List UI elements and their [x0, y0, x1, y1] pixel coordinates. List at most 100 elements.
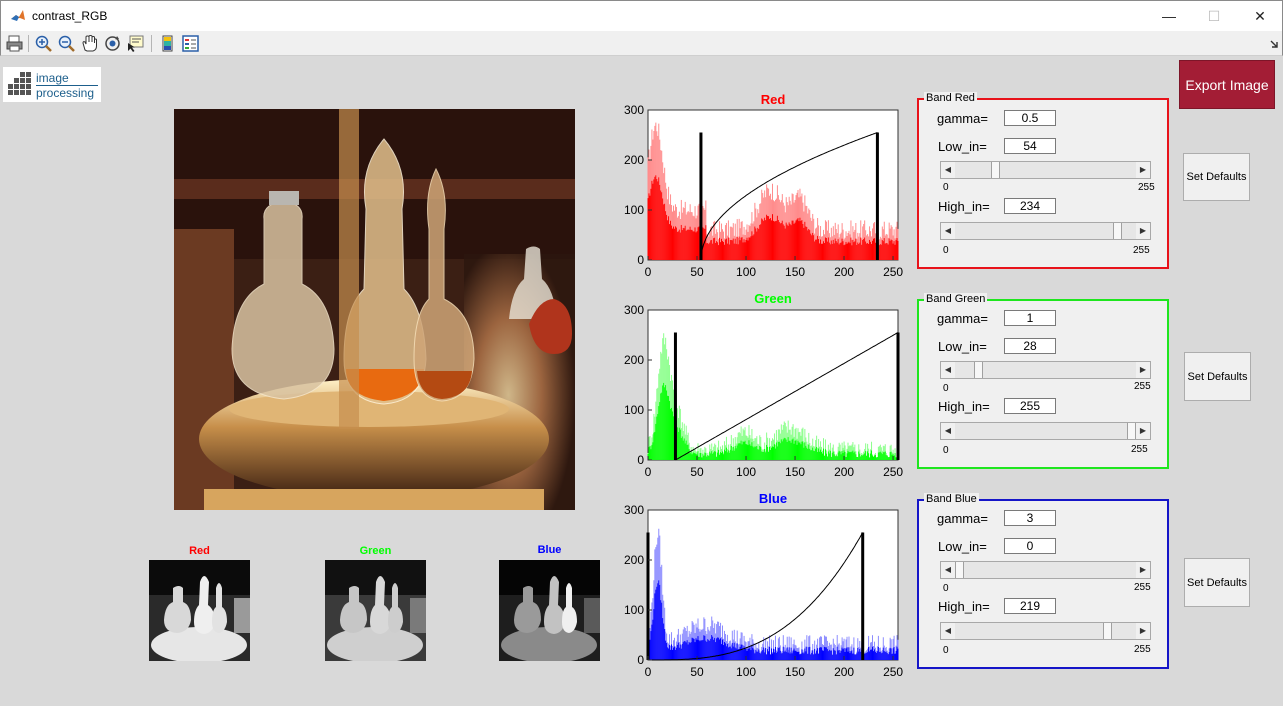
slider-left-arrow-icon[interactable]: ◀ [941, 562, 955, 578]
slider-thumb[interactable] [1127, 423, 1136, 439]
green-low-in-slider[interactable]: ◀ ▶ [940, 361, 1151, 379]
export-image-button[interactable]: Export Image [1179, 60, 1275, 109]
slider-max-label: 255 [1134, 582, 1151, 593]
red-low-in-field[interactable]: 54 [1004, 138, 1056, 154]
high-in-label: High_in= [938, 399, 990, 414]
red-histogram-title: Red [760, 92, 786, 107]
maximize-button[interactable]: ☐ [1207, 8, 1221, 24]
slider-min-label: 0 [943, 383, 949, 394]
red-histogram: 300 200 100 00 50 100 150 200 250 [624, 103, 903, 279]
green-channel-image [325, 560, 426, 661]
blue-high-in-field[interactable]: 219 [1004, 598, 1056, 614]
slider-thumb[interactable] [991, 162, 1001, 178]
slider-min-label: 0 [943, 645, 949, 656]
gamma-label: gamma= [937, 311, 988, 326]
blue-low-in-field[interactable]: 0 [1004, 538, 1056, 554]
slider-max-label: 255 [1134, 644, 1151, 655]
zoom-out-icon[interactable] [57, 34, 76, 53]
blue-histogram-title: Blue [758, 491, 788, 506]
x-tick-label: 150 [785, 665, 805, 679]
red-set-defaults-button[interactable]: Set Defaults [1183, 153, 1250, 201]
blue-high-in-slider[interactable]: ◀ ▶ [940, 622, 1151, 640]
blue-gamma-field[interactable]: 3 [1004, 510, 1056, 526]
y-tick-label: 300 [624, 303, 644, 317]
close-button[interactable]: ✕ [1254, 8, 1266, 24]
x-tick-label: 0 [645, 265, 652, 279]
y-tick-label: 100 [624, 603, 644, 617]
slider-max-label: 255 [1133, 245, 1150, 256]
x-tick-label: 150 [785, 265, 805, 279]
slider-max-label: 255 [1138, 182, 1155, 193]
slider-right-arrow-icon[interactable]: ▶ [1136, 223, 1150, 239]
image-processing-logo: image processing [3, 67, 101, 102]
red-channel-label: Red [189, 545, 210, 557]
slider-right-arrow-icon[interactable]: ▶ [1136, 362, 1150, 378]
logo-grid-icon [8, 72, 31, 95]
slider-left-arrow-icon[interactable]: ◀ [941, 362, 955, 378]
matlab-icon [10, 8, 26, 24]
red-high-in-field[interactable]: 234 [1004, 198, 1056, 214]
green-set-defaults-button[interactable]: Set Defaults [1184, 352, 1251, 401]
slider-right-arrow-icon[interactable]: ▶ [1136, 623, 1150, 639]
y-tick-label: 200 [624, 553, 644, 567]
x-tick-label: 100 [736, 465, 756, 479]
low-in-label: Low_in= [938, 139, 987, 154]
band-blue-legend: Band Blue [924, 493, 979, 505]
window-title: contrast_RGB [32, 9, 108, 23]
gamma-label: gamma= [937, 511, 988, 526]
band-green-legend: Band Green [924, 293, 988, 305]
rotate-icon[interactable] [103, 34, 122, 53]
slider-left-arrow-icon[interactable]: ◀ [941, 423, 955, 439]
slider-min-label: 0 [943, 182, 949, 193]
slider-left-arrow-icon[interactable]: ◀ [941, 223, 955, 239]
main-image [174, 109, 575, 510]
x-tick-label: 250 [883, 465, 903, 479]
blue-set-defaults-button[interactable]: Set Defaults [1184, 558, 1250, 607]
slider-min-label: 0 [943, 245, 949, 256]
band-red-legend: Band Red [924, 92, 977, 104]
data-cursor-icon[interactable] [126, 34, 145, 53]
slider-right-arrow-icon[interactable]: ▶ [1136, 162, 1150, 178]
logo-text-processing: processing [36, 85, 98, 100]
y-tick-label: 0 [637, 253, 644, 267]
slider-left-arrow-icon[interactable]: ◀ [941, 623, 955, 639]
y-tick-label: 0 [637, 453, 644, 467]
logo-text-image: image [36, 71, 69, 85]
transfer-curve [648, 532, 864, 661]
slider-thumb[interactable] [973, 362, 983, 378]
dock-arrow-icon[interactable] [1269, 38, 1279, 48]
red-low-in-slider[interactable]: ◀ ▶ [940, 161, 1151, 179]
x-tick-label: 250 [883, 265, 903, 279]
minimize-button[interactable]: — [1162, 8, 1176, 24]
red-high-in-slider[interactable]: ◀ ▶ [940, 222, 1151, 240]
zoom-in-icon[interactable] [34, 34, 53, 53]
figure-toolbar [0, 31, 1283, 56]
slider-thumb[interactable] [1113, 223, 1123, 239]
blue-low-in-slider[interactable]: ◀ ▶ [940, 561, 1151, 579]
x-tick-label: 100 [736, 665, 756, 679]
pan-icon[interactable] [80, 34, 99, 53]
slider-thumb[interactable] [1102, 623, 1112, 639]
slider-right-arrow-icon[interactable]: ▶ [1136, 562, 1150, 578]
slider-thumb[interactable] [955, 562, 964, 578]
y-tick-label: 100 [624, 203, 644, 217]
green-low-in-field[interactable]: 28 [1004, 338, 1056, 354]
legend-icon[interactable] [181, 34, 200, 53]
y-tick-label: 300 [624, 103, 644, 117]
plot-area [647, 309, 899, 461]
red-gamma-field[interactable]: 0.5 [1004, 110, 1056, 126]
print-icon[interactable] [5, 34, 24, 53]
blue-channel-label: Blue [537, 544, 562, 556]
green-gamma-field[interactable]: 1 [1004, 310, 1056, 326]
y-tick-label: 200 [624, 353, 644, 367]
green-high-in-field[interactable]: 255 [1004, 398, 1056, 414]
colorbar-icon[interactable] [158, 34, 177, 53]
x-tick-label: 0 [645, 465, 652, 479]
green-high-in-slider[interactable]: ◀ ▶ [940, 422, 1151, 440]
y-tick-label: 300 [624, 503, 644, 517]
title-bar: contrast_RGB — ☐ ✕ [0, 0, 1283, 31]
slider-left-arrow-icon[interactable]: ◀ [941, 162, 955, 178]
slider-right-arrow-icon[interactable]: ▶ [1136, 423, 1150, 439]
transfer-curve [700, 132, 878, 261]
x-tick-label: 200 [834, 265, 854, 279]
